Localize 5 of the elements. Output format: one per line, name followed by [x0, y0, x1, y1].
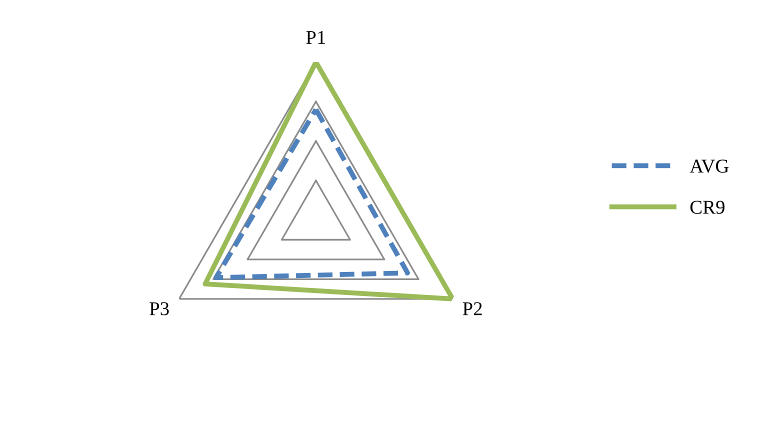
spoke-label: P2 [462, 302, 482, 316]
spoke-label: P1 [306, 30, 326, 44]
legend-label: AVG [690, 160, 729, 173]
spoke-label: P3 [150, 302, 169, 316]
legend-label: CR9 [690, 200, 724, 214]
